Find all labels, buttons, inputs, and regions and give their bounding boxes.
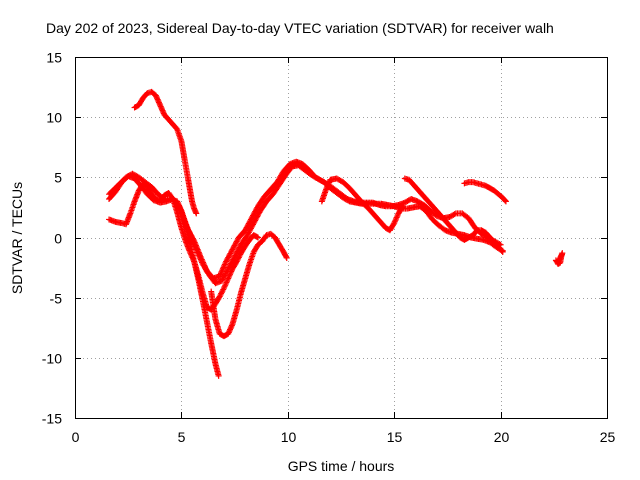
data-point — [391, 220, 398, 227]
data-point — [223, 279, 230, 286]
data-point — [157, 103, 164, 110]
y-axis-label: SDTVAR / TECUs — [9, 182, 25, 294]
data-point — [394, 213, 401, 220]
data-point — [190, 236, 197, 243]
series-track-4 — [208, 230, 290, 340]
x-tick-label: 15 — [387, 429, 403, 445]
y-tick-label: 15 — [46, 50, 62, 66]
data-point — [393, 215, 400, 222]
data-point — [227, 325, 234, 332]
data-point — [228, 268, 235, 275]
series-track-8 — [401, 175, 506, 255]
data-point — [499, 248, 506, 255]
data-point — [555, 258, 562, 265]
data-point — [226, 328, 233, 335]
series-track-10 — [552, 250, 566, 267]
axis-ticks — [75, 57, 608, 419]
data-point — [159, 107, 166, 114]
x-tick-label: 0 — [72, 429, 80, 445]
data-points — [106, 88, 566, 379]
x-axis-label: GPS time / hours — [288, 458, 395, 474]
data-point — [225, 329, 232, 336]
data-point — [153, 93, 160, 100]
data-point — [226, 272, 233, 279]
data-point — [399, 203, 406, 210]
data-point — [154, 96, 161, 103]
data-point — [253, 233, 260, 240]
data-point — [391, 218, 398, 225]
y-tick-label: 5 — [54, 170, 62, 186]
data-point — [323, 184, 330, 191]
data-point — [451, 211, 458, 218]
data-point — [224, 276, 231, 283]
data-point — [221, 283, 228, 290]
x-tick-label: 5 — [178, 429, 186, 445]
data-point — [227, 326, 234, 333]
y-tick-label: -5 — [50, 291, 63, 307]
y-tick-label: -15 — [42, 411, 62, 427]
chart-title: Day 202 of 2023, Sidereal Day-to-day VTE… — [46, 20, 554, 36]
x-tick-label: 20 — [494, 429, 510, 445]
data-point — [227, 269, 234, 276]
x-tick-labels: 0 5 10 15 20 25 — [72, 429, 616, 445]
data-point — [155, 98, 162, 105]
y-tick-label: 0 — [54, 231, 62, 247]
data-point — [152, 92, 159, 99]
data-point — [255, 234, 262, 241]
data-point — [228, 322, 235, 329]
data-point — [225, 330, 232, 337]
data-point — [502, 197, 509, 204]
data-point — [157, 102, 164, 109]
data-point — [225, 275, 232, 282]
data-point — [215, 372, 222, 379]
y-tick-labels: -15 -10 -5 0 5 10 15 — [42, 50, 62, 427]
series-track-7 — [318, 175, 406, 234]
data-point — [498, 247, 505, 254]
data-point — [393, 214, 400, 221]
grid — [75, 57, 607, 418]
data-point — [283, 254, 290, 261]
data-point — [228, 323, 235, 330]
y-tick-label: 10 — [46, 110, 62, 126]
data-point — [160, 109, 167, 116]
data-point — [323, 186, 330, 193]
series-track-5 — [131, 88, 200, 217]
data-point — [154, 95, 161, 102]
data-point — [392, 217, 399, 224]
x-tick-label: 25 — [600, 429, 616, 445]
data-point — [283, 253, 290, 260]
data-point — [158, 104, 165, 111]
series-track-9 — [461, 179, 509, 205]
data-point — [324, 182, 331, 189]
data-point — [222, 282, 229, 289]
y-tick-label: -10 — [42, 351, 62, 367]
data-point — [158, 106, 165, 113]
data-point — [399, 204, 406, 211]
data-point — [324, 183, 331, 190]
data-point — [325, 180, 332, 187]
data-point — [156, 100, 163, 107]
series-track-6 — [174, 200, 222, 379]
data-point — [222, 280, 229, 287]
data-point — [555, 257, 562, 264]
data-point — [227, 271, 234, 278]
x-tick-label: 10 — [281, 429, 297, 445]
data-point — [155, 99, 162, 106]
data-point — [169, 194, 176, 201]
data-point — [225, 274, 232, 281]
data-point — [193, 210, 200, 217]
data-point — [502, 198, 509, 205]
data-point — [220, 285, 227, 292]
data-point — [224, 278, 230, 285]
data-point — [177, 206, 184, 213]
